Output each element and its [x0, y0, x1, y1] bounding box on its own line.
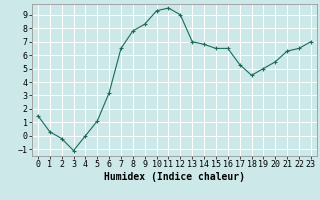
X-axis label: Humidex (Indice chaleur): Humidex (Indice chaleur): [104, 172, 245, 182]
